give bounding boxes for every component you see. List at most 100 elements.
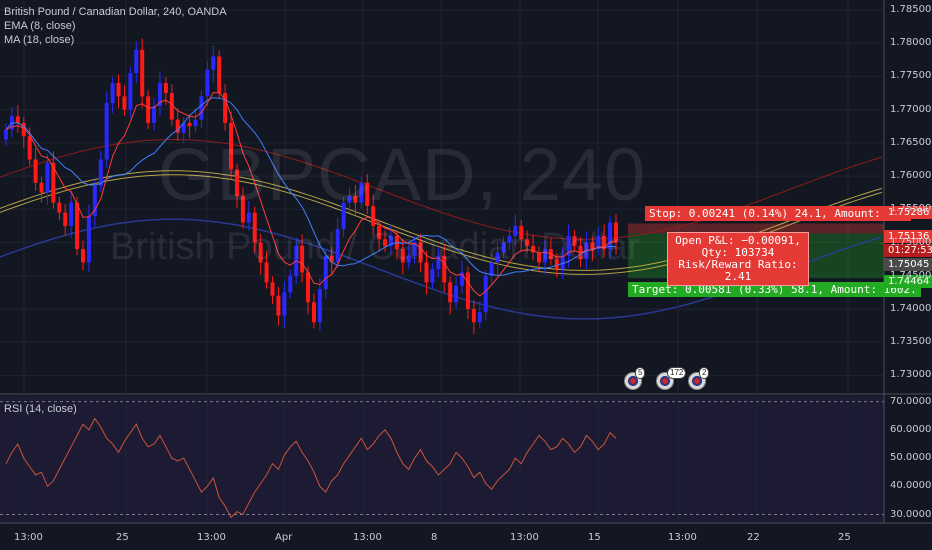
candle-body [400, 249, 405, 263]
candle-body [614, 222, 618, 243]
candle-body [300, 245, 305, 273]
candle-body [217, 56, 222, 94]
candle-body [560, 255, 565, 270]
candle-body [146, 96, 151, 123]
candle-body [110, 83, 115, 103]
candle-body [507, 235, 512, 243]
candle-body [75, 202, 80, 250]
price-tick-label: 1.74000 [890, 302, 932, 314]
risk-reward-line: Risk/Reward Ratio: 2.41 [678, 258, 798, 283]
legend-ma[interactable]: MA (18, close) [4, 34, 75, 46]
price-tick-label: 1.75500 [890, 203, 932, 215]
candle-body [424, 262, 429, 283]
candles-series [4, 38, 618, 335]
candle-body [335, 229, 340, 263]
candle-body [92, 186, 97, 216]
candle-body [311, 302, 316, 323]
candle-body [223, 93, 228, 123]
event-badge[interactable]: 2 [688, 367, 710, 390]
candle-body [163, 83, 168, 94]
candle-body [388, 235, 393, 246]
legend-ema[interactable]: EMA (8, close) [4, 20, 76, 32]
stop-label[interactable]: Stop: 0.00241 (0.14%) 24.1, Amount: 750 [645, 206, 912, 221]
candle-body [211, 56, 216, 70]
candle-body [116, 83, 121, 97]
candle-body [359, 182, 364, 203]
candle-body [460, 272, 465, 286]
event-badge[interactable]: 5 [624, 367, 646, 390]
candle-body [554, 259, 559, 270]
candle-body [140, 49, 145, 97]
candle-body [39, 182, 44, 193]
price-tick-label: 1.76000 [890, 170, 932, 182]
price-tick-label: 1.75000 [890, 236, 932, 248]
pnl-box[interactable]: Open P&L: −0.00091, Qty: 103734 Risk/Rew… [667, 232, 809, 286]
candle-body [45, 162, 50, 193]
candle-body [21, 122, 26, 137]
candle-body [193, 119, 198, 127]
candle-body [306, 272, 311, 303]
candle-body [63, 212, 68, 226]
event-count: 2 [699, 367, 710, 379]
stop-price-tag: 1.75286 [884, 206, 932, 219]
candle-body [341, 202, 346, 230]
rsi-tick-label: 70.0000 [890, 395, 932, 407]
countdown-tag: 01:27:53 [884, 244, 932, 257]
candle-body [98, 159, 103, 187]
candle-body [430, 269, 435, 283]
ma-line [5, 97, 617, 276]
uk-flag-icon [628, 376, 638, 386]
entry-price-tag: 1.75136 [884, 230, 932, 243]
candle-body [252, 212, 257, 243]
event-badge[interactable]: 172 [656, 367, 687, 390]
candle-body [276, 295, 281, 316]
rsi-line [5, 417, 617, 519]
candle-body [412, 242, 417, 256]
candle-body [471, 308, 476, 323]
candle-body [86, 215, 91, 263]
candle-body [181, 122, 186, 133]
candle-body [365, 182, 370, 206]
candle-body [537, 252, 542, 263]
rsi-tick-label: 60.0000 [890, 423, 932, 435]
candle-body [246, 212, 251, 223]
candle-body [477, 312, 482, 323]
candle-body [448, 282, 453, 303]
time-tick-label: 13:00 [510, 532, 539, 543]
candle-body [347, 196, 352, 203]
ema-line [5, 92, 617, 297]
candle-body [383, 239, 388, 246]
legend-title[interactable]: British Pound / Canadian Dollar, 240, OA… [4, 6, 227, 18]
candle-body [483, 275, 488, 313]
event-count: 5 [635, 367, 646, 379]
candle-body [288, 275, 293, 293]
time-tick-label: 13:00 [197, 532, 226, 543]
candle-body [15, 116, 20, 123]
time-tick-label: 8 [431, 532, 438, 543]
price-tick-label: 1.78000 [890, 37, 932, 49]
watermark-symbol: GBPCAD, 240 [158, 133, 647, 216]
candle-body [353, 196, 358, 203]
candle-body [596, 235, 601, 250]
candle-body [128, 73, 133, 110]
candle-body [234, 169, 239, 196]
candle-body [501, 242, 506, 253]
candle-body [323, 255, 328, 290]
candle-body [454, 285, 459, 303]
candle-body [418, 242, 423, 263]
candle-body [436, 255, 441, 270]
event-count: 172 [667, 367, 687, 379]
uk-flag-icon [660, 376, 670, 386]
candle-body [542, 249, 547, 263]
time-tick-label: 22 [747, 532, 760, 543]
candle-body [199, 96, 204, 120]
time-tick-label: 15 [588, 532, 601, 543]
legend-rsi[interactable]: RSI (14, close) [4, 403, 77, 415]
candle-body [157, 83, 162, 107]
candle-body [33, 159, 38, 183]
time-tick-label: 13:00 [353, 532, 382, 543]
pnl-line: Open P&L: −0.00091, Qty: 103734 [675, 234, 801, 259]
uk-flag-icon [692, 376, 702, 386]
candle-body [258, 242, 263, 263]
watermark-name: British Pound / Canadian Dollar [110, 226, 641, 268]
